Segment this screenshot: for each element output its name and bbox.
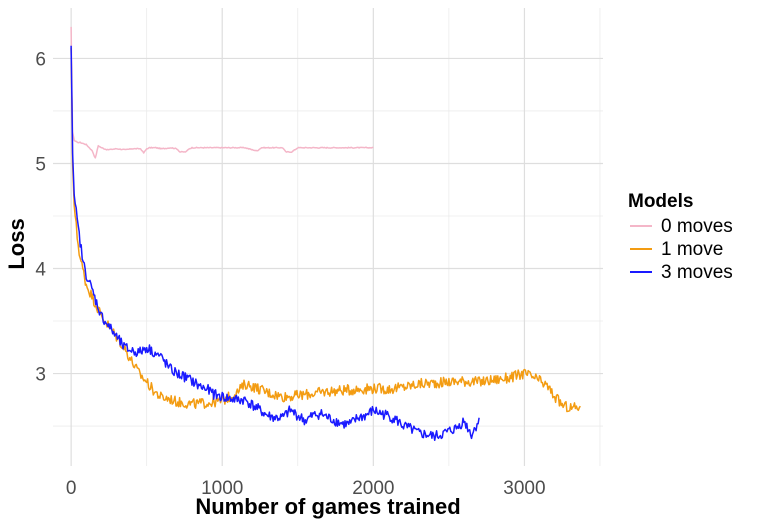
series-line-0-moves xyxy=(70,26,374,159)
panel-background xyxy=(53,8,603,466)
legend-label: 0 moves xyxy=(661,216,733,237)
x-tick-label: 2000 xyxy=(352,478,394,499)
minor-gridlines xyxy=(53,8,603,466)
x-tick-label: 1000 xyxy=(201,478,243,499)
y-axis-ticks: 3 4 5 6 xyxy=(35,49,46,385)
x-tick-label: 0 xyxy=(66,478,77,499)
y-tick-label: 4 xyxy=(35,260,46,281)
legend-label: 3 moves xyxy=(661,262,733,283)
legend-title: Models xyxy=(628,191,693,212)
x-axis-title: Number of games trained xyxy=(195,494,460,519)
series-lines xyxy=(70,26,581,442)
x-axis-ticks: 0 1000 2000 3000 xyxy=(66,478,546,499)
series-line-1-move xyxy=(70,47,581,413)
y-tick-label: 5 xyxy=(35,154,46,175)
x-tick-label: 3000 xyxy=(503,478,545,499)
legend-label: 1 move xyxy=(661,239,723,260)
y-tick-label: 3 xyxy=(35,365,46,386)
y-tick-label: 6 xyxy=(35,49,46,70)
series-line-3-moves xyxy=(70,45,480,442)
y-axis-title: Loss xyxy=(4,218,29,269)
